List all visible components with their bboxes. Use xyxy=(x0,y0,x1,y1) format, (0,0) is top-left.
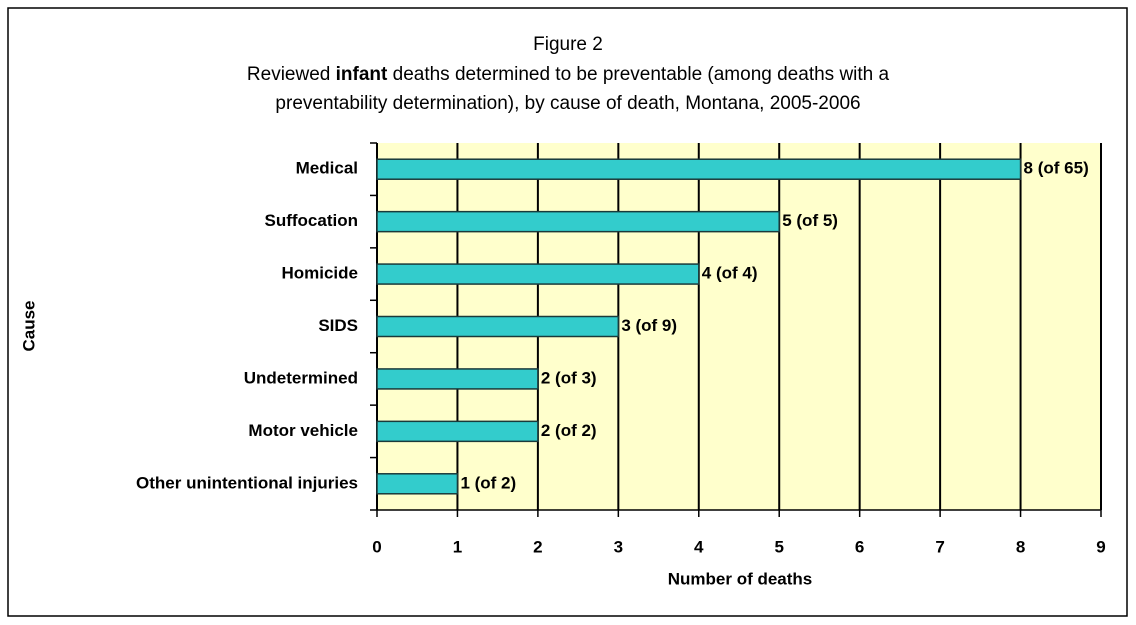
y-tick-label: Homicide xyxy=(281,264,358,283)
bar xyxy=(376,158,1022,180)
data-label: 1 (of 2) xyxy=(460,473,516,492)
bar xyxy=(376,210,780,233)
y-tick-label: SIDS xyxy=(318,316,358,335)
x-tick-label: 8 xyxy=(1016,537,1025,556)
x-tick-label: 2 xyxy=(533,537,542,556)
bar xyxy=(376,263,700,285)
chart-subtitle: Reviewed infant deaths determined to be … xyxy=(247,64,890,85)
data-label: 4 (of 4) xyxy=(702,264,758,283)
y-axis-label: Cause xyxy=(19,300,38,351)
chart-title: Figure 2 xyxy=(533,34,603,55)
subtitle-part: Reviewed xyxy=(247,64,330,85)
y-tick-label: Motor vehicle xyxy=(248,421,358,440)
data-label: 3 (of 9) xyxy=(621,316,677,335)
bar xyxy=(376,368,539,390)
data-label: 5 (of 5) xyxy=(782,211,838,230)
data-label: 2 (of 3) xyxy=(541,368,597,387)
data-label: 2 (of 2) xyxy=(541,421,597,440)
y-tick-label: Other unintentional injuries xyxy=(136,473,358,492)
x-tick-label: 0 xyxy=(372,537,381,556)
x-tick-label: 3 xyxy=(614,537,623,556)
x-tick-label: 5 xyxy=(774,537,783,556)
chart-subtitle: preventability determination), by cause … xyxy=(275,93,860,114)
x-tick-label: 1 xyxy=(453,537,462,556)
data-label: 8 (of 65) xyxy=(1024,159,1089,178)
subtitle-part: deaths determined to be preventable (amo… xyxy=(393,64,890,85)
subtitle-part: infant xyxy=(336,64,388,85)
y-tick-label: Undetermined xyxy=(244,368,358,387)
x-tick-label: 9 xyxy=(1096,537,1105,556)
x-tick-label: 4 xyxy=(694,537,704,556)
bar xyxy=(376,420,539,443)
y-tick-label: Suffocation xyxy=(265,211,359,230)
x-tick-label: 7 xyxy=(935,537,944,556)
bar xyxy=(376,473,459,495)
x-tick-label: 6 xyxy=(855,537,864,556)
x-axis-label: Number of deaths xyxy=(668,569,813,588)
y-tick-label: Medical xyxy=(296,159,358,178)
bar xyxy=(376,315,620,338)
